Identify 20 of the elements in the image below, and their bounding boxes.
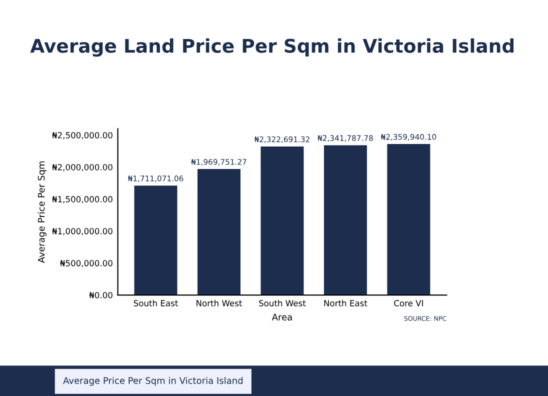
text: Average Price Per Sqm in Victoria Island <box>63 376 242 386</box>
y-tick-label: ₦1,500,000.00 <box>52 196 112 204</box>
bar <box>324 145 367 296</box>
bar <box>387 144 430 296</box>
bar <box>197 169 240 296</box>
x-tick-label: North East <box>324 300 368 306</box>
x-tick-label: North West <box>196 300 242 306</box>
x-tick-label: South West <box>259 300 306 306</box>
y-tick-label: ₦2,500,000.00 <box>52 132 112 140</box>
bar <box>134 186 178 296</box>
y-tick-label: ₦2,000,000.00 <box>52 164 112 172</box>
chart-title: Average Land Price Per Sqm in Victoria Island <box>30 38 514 57</box>
bar <box>260 146 304 296</box>
y-axis-title: Average Price Per Sqm <box>38 161 46 263</box>
y-tick-label: ₦1,000,000.00 <box>52 228 112 236</box>
y-tick-label: ₦500,000.00 <box>60 260 112 268</box>
x-tick-label: South East <box>134 300 178 306</box>
x-axis-title: Area <box>272 314 292 320</box>
y-tick-label: ₦0.00 <box>89 292 112 298</box>
x-tick-label: Core VI <box>394 300 423 306</box>
